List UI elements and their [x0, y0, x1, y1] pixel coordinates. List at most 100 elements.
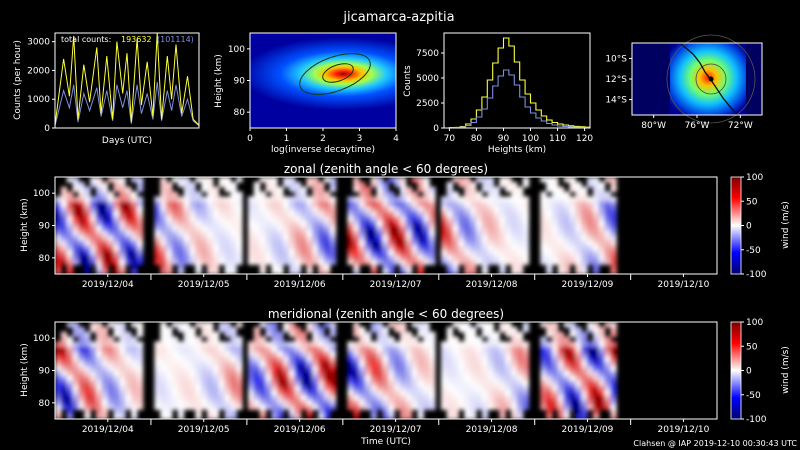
wind-cell [557, 414, 565, 419]
wind-cell [546, 215, 553, 222]
wind-cell [388, 244, 395, 251]
wind-cell [440, 389, 448, 396]
wind-cell [318, 230, 325, 236]
wind-cell [294, 181, 302, 188]
wind-cell [195, 235, 202, 241]
wind-cell [505, 326, 512, 333]
wind-cell [376, 254, 384, 261]
wind-cell [581, 351, 588, 357]
wind-cell [411, 375, 419, 381]
wind-cell [569, 210, 576, 217]
wind-cell [277, 264, 284, 270]
wind-cell [575, 380, 582, 386]
wind-cell [288, 365, 296, 372]
wind-cell [592, 235, 600, 241]
wind-cell [236, 235, 243, 241]
meridional-colorbar-label: wind (m/s) [781, 346, 791, 394]
wind-cell [166, 181, 173, 188]
wind-cell [569, 259, 576, 265]
wind-cell [598, 220, 606, 227]
wind-cell [183, 331, 191, 338]
wind-cell [364, 206, 372, 212]
wind-cell [581, 215, 588, 222]
wind-cell [218, 196, 226, 202]
wind-cell [277, 235, 284, 241]
wind-cell [259, 249, 267, 256]
wind-ytick-label: 100 [33, 334, 50, 344]
wind-cell [370, 346, 378, 352]
wind-cell [90, 394, 97, 401]
wind-cell [294, 380, 302, 386]
wind-cell [347, 365, 354, 372]
wind-cell [452, 225, 460, 231]
wind-cell [417, 399, 424, 406]
wind-cell [218, 259, 226, 265]
wind-cell [575, 181, 582, 188]
wind-cell [388, 269, 395, 274]
wind-cell [294, 331, 302, 338]
wind-cell [60, 360, 68, 367]
wind-cell [236, 230, 243, 236]
wind-cell [95, 404, 103, 410]
wind-cell [131, 341, 138, 347]
wind-cell [475, 240, 483, 246]
wind-cell [464, 177, 471, 183]
wind-cell [306, 404, 313, 410]
wind-cell [312, 351, 319, 357]
wind-cell [224, 399, 231, 406]
wind-cell [429, 196, 436, 202]
wind-cell [417, 346, 424, 352]
wind-cell [247, 346, 255, 352]
wind-cell [505, 394, 512, 401]
wind-cell [166, 230, 173, 236]
wind-cell [201, 215, 208, 222]
wind-cell [598, 365, 606, 372]
wind-cell [201, 235, 208, 241]
wind-cell [557, 351, 565, 357]
wind-cell [125, 210, 132, 217]
wind-cell [230, 331, 237, 338]
wind-cell [481, 249, 489, 256]
wind-cell [575, 230, 582, 236]
wind-cell [598, 191, 606, 197]
wind-cell [417, 394, 424, 401]
wind-cell [306, 177, 313, 183]
wind-cell [78, 341, 85, 347]
wind-cell [259, 196, 267, 202]
wind-cell [84, 264, 91, 270]
wind-cell [610, 177, 617, 183]
wind-cell [283, 181, 290, 188]
wind-cell [224, 210, 231, 217]
wind-cell [440, 346, 448, 352]
wind-cell [592, 341, 600, 347]
wind-ytick-label: 100 [33, 189, 50, 199]
wind-cell [347, 375, 354, 381]
wind-cell [546, 210, 553, 217]
wind-cell [84, 254, 91, 261]
wind-cell [212, 269, 220, 274]
wind-cell [224, 346, 231, 352]
wind-cell [353, 230, 360, 236]
wind-cell [405, 254, 413, 261]
wind-cell [347, 230, 354, 236]
wind-cell [417, 196, 424, 202]
wind-cell [306, 264, 313, 270]
wind-cell [592, 259, 600, 265]
wind-cell [440, 244, 448, 251]
wind-cell [604, 385, 612, 391]
wind-cell [306, 244, 313, 251]
wind-cell [119, 191, 126, 197]
wind-cell [323, 206, 331, 212]
wind-cell [166, 259, 173, 265]
wind-cell [575, 259, 582, 265]
wind-cell [195, 351, 202, 357]
wind-cell [306, 370, 313, 376]
wind-cell [423, 249, 430, 256]
wind-cell [610, 181, 617, 188]
wind-cell [55, 269, 62, 274]
wind-cell [499, 249, 506, 256]
wind-cell [259, 264, 267, 270]
wind-cell [294, 191, 302, 197]
wind-cell [487, 351, 495, 357]
wind-cell [271, 341, 278, 347]
